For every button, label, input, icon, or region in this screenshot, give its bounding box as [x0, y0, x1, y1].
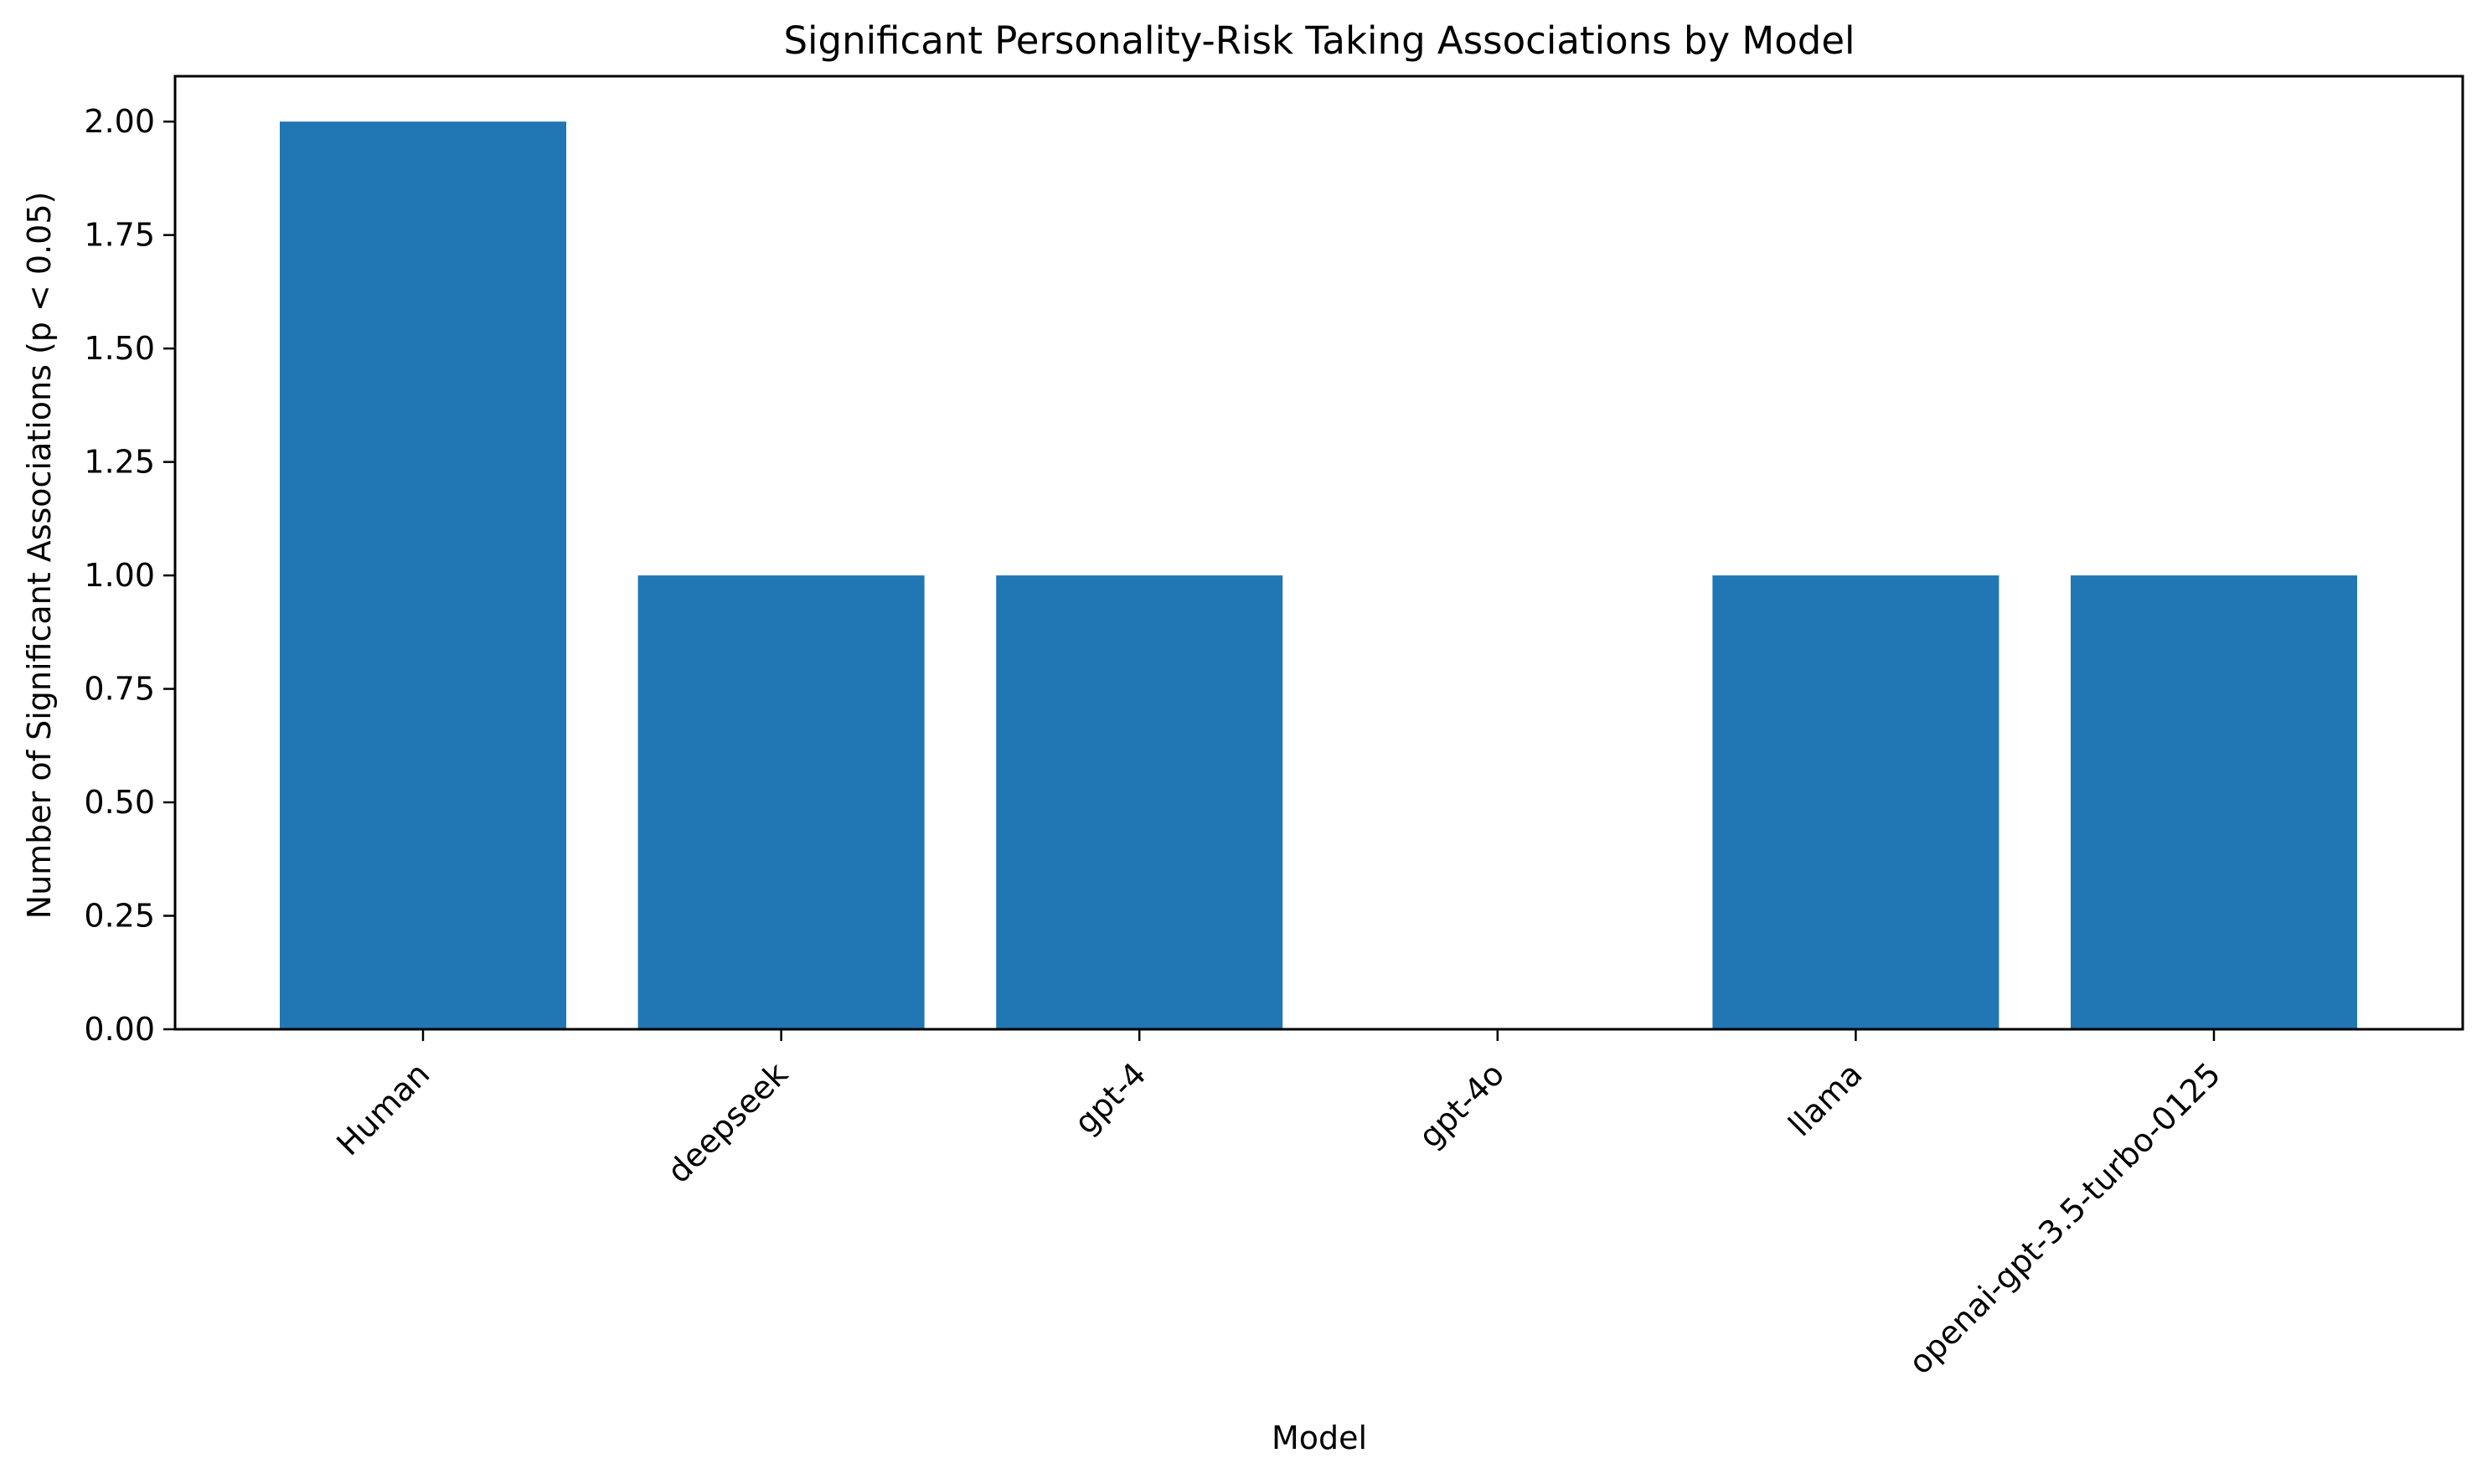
bar-gpt-4	[996, 575, 1283, 1029]
y-ticks-group: 0.00 0.25 0.50 0.75 1.00 1.25 1.50 1.75 2.00	[84, 103, 175, 1048]
chart-title: Significant Personality-Risk Taking Asso…	[783, 18, 1855, 63]
y-tick-label: 1.25	[84, 444, 155, 481]
x-tick-label: gpt-4	[1067, 1055, 1153, 1141]
bar-deepseek	[637, 575, 925, 1029]
y-axis-label: Number of Significant Associations (p < …	[21, 192, 58, 920]
bars-group	[280, 121, 2357, 1030]
plot-frame	[173, 75, 2464, 1031]
y-tick-label: 0.00	[84, 1011, 155, 1048]
bar-human	[280, 121, 566, 1030]
x-tick-label: gpt-4o	[1411, 1055, 1511, 1155]
x-tick-label: deepseek	[660, 1055, 795, 1190]
x-tick-label: openai-gpt-3.5-turbo-0125	[1901, 1055, 2227, 1381]
x-tick-label: Human	[329, 1055, 436, 1162]
y-tick-label: 2.00	[84, 103, 155, 140]
bar-llama	[1712, 575, 1999, 1029]
y-tick-label: 0.25	[84, 898, 155, 935]
y-tick-label: 0.75	[84, 671, 155, 708]
y-tick-label: 0.50	[84, 784, 155, 821]
x-axis-label: Model	[1272, 1420, 1367, 1456]
y-tick-label: 1.75	[84, 217, 155, 254]
y-tick-label: 1.00	[84, 557, 155, 594]
y-tick-label: 1.50	[84, 330, 155, 367]
x-tick-label: llama	[1782, 1055, 1870, 1143]
bar-openai-gpt-3-5-turbo-0125	[2071, 575, 2357, 1029]
x-ticks-group: Human deepseek gpt-4 gpt-4o llama openai-gpt-…	[329, 1029, 2227, 1382]
